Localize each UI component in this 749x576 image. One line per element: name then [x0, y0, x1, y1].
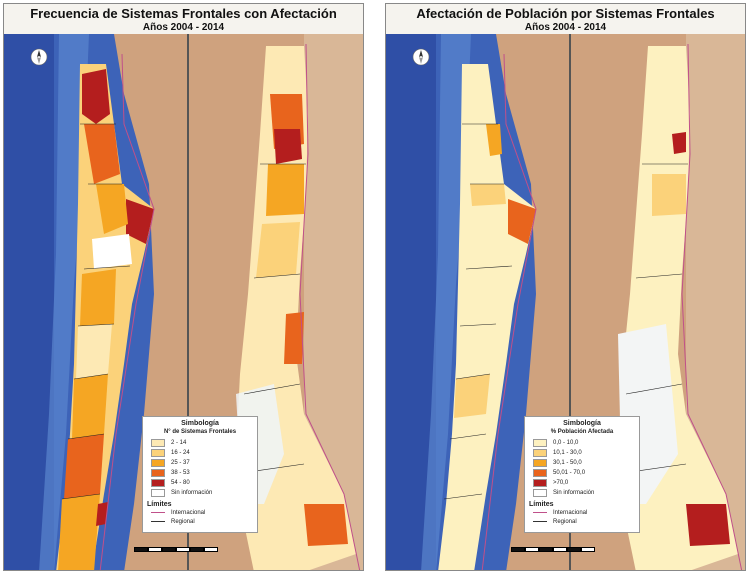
scale-bar: [511, 547, 595, 552]
legend-class: 2 - 14: [143, 438, 257, 448]
legend-class: 30,1 - 50,0: [525, 458, 639, 468]
legend-class: 50,01 - 70,0: [525, 468, 639, 478]
population-map-panel: Afectación de Población por Sistemas Fro…: [385, 3, 746, 571]
region-mixed: [64, 434, 104, 499]
region-pale-1: [76, 324, 112, 379]
region-orange-3: [80, 269, 116, 326]
legend-class: Sin información: [525, 488, 639, 498]
legend-title: Simbología: [181, 420, 219, 427]
legend: Simbología % Población Afectada 0,0 - 10…: [524, 416, 640, 533]
legend-line: Regional: [525, 517, 639, 526]
legend-class: 10,1 - 30,0: [525, 448, 639, 458]
region-orange-4: [72, 374, 108, 439]
legend-class: 0,0 - 10,0: [525, 438, 639, 448]
legend-class: 54 - 80: [143, 478, 257, 488]
legend-class: Sin información: [143, 488, 257, 498]
legend-class: >70,0: [525, 478, 639, 488]
frequency-map: [4, 34, 363, 570]
legend: Simbología N° de Sistemas Frontales 2 - …: [142, 416, 258, 533]
region-red-2: [126, 199, 154, 244]
region-red-1: [82, 69, 110, 124]
legend-title: Simbología: [563, 420, 601, 427]
north-arrow-icon: [412, 48, 430, 66]
legend-class: 25 - 37: [143, 458, 257, 468]
legend-limits-title: Límites: [147, 501, 172, 508]
legend-subtitle: N° de Sistemas Frontales: [163, 429, 237, 435]
map-subtitle: Años 2004 - 2014: [524, 22, 607, 33]
legend-class: 38 - 53: [143, 468, 257, 478]
region-south: [58, 494, 100, 570]
map-subtitle: Años 2004 - 2014: [142, 22, 225, 33]
north-arrow-icon: [30, 48, 48, 66]
frequency-map-panel: Frecuencia de Sistemas Frontales con Afe…: [3, 3, 364, 571]
legend-class: 16 - 24: [143, 448, 257, 458]
legend-line: Regional: [143, 517, 257, 526]
region-orange-1: [84, 124, 120, 184]
legend-subtitle: % Población Afectada: [550, 429, 614, 435]
legend-line: Internacional: [525, 508, 639, 517]
scale-bar: [134, 547, 218, 552]
map-title: Frecuencia de Sistemas Frontales con Afe…: [30, 6, 337, 21]
map-title: Afectación de Población por Sistemas Fro…: [416, 6, 715, 21]
legend-limits-title: Límites: [529, 501, 554, 508]
region-orange-2: [96, 184, 128, 234]
legend-line: Internacional: [143, 508, 257, 517]
region-white: [92, 234, 132, 269]
